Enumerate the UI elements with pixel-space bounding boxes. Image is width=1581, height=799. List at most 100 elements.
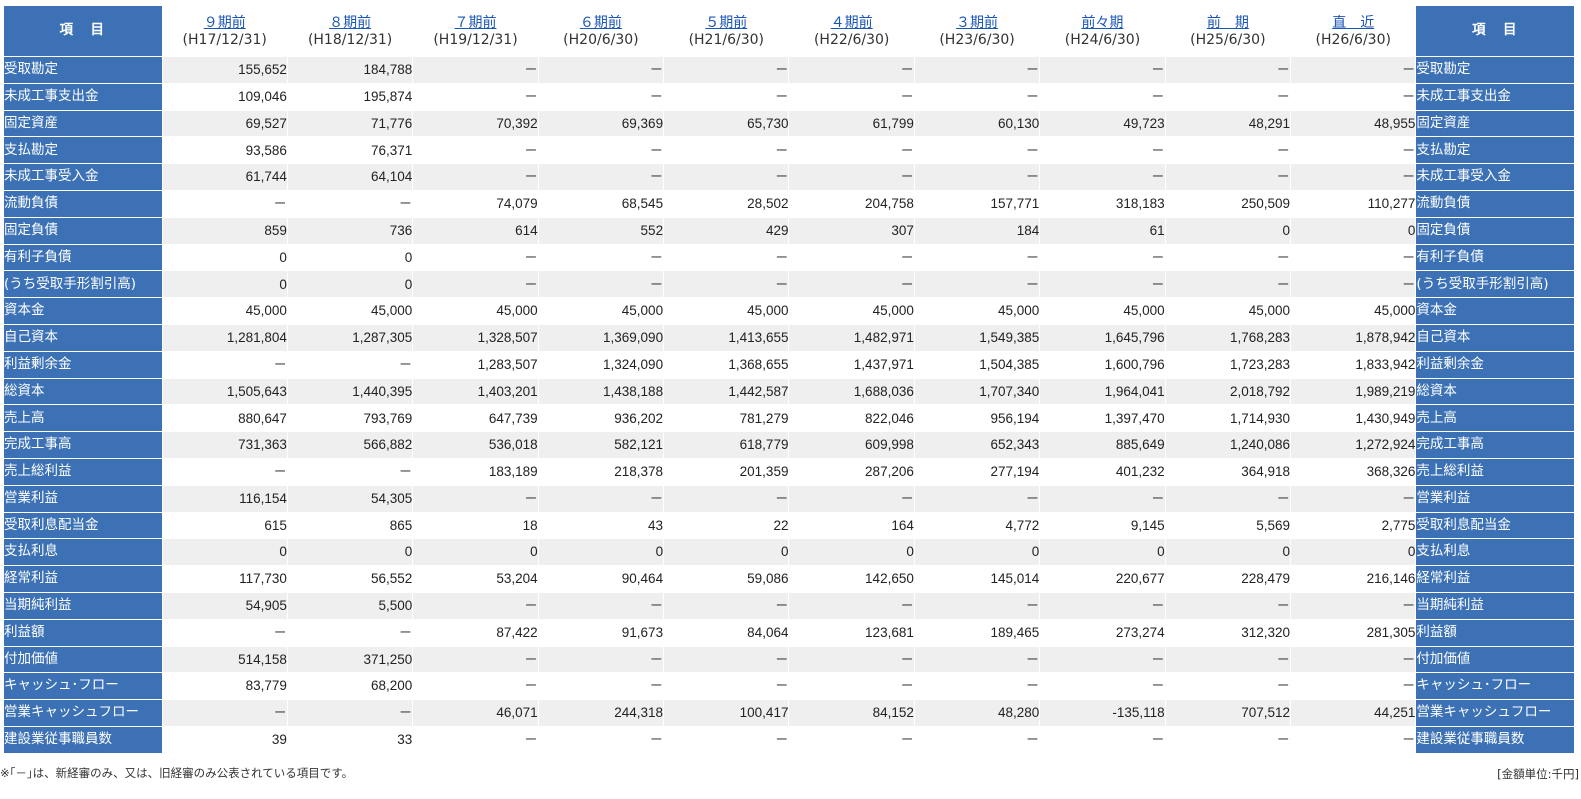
period-link[interactable]: ７期前 — [454, 14, 497, 31]
row-label-left: 完成工事高 — [3, 431, 163, 459]
row-label-left: 利益額 — [3, 618, 163, 647]
value-cell: － — [788, 672, 915, 701]
value-cell: － — [412, 591, 539, 620]
value-cell: 189,465 — [913, 618, 1041, 647]
value-cell: － — [412, 725, 539, 754]
value-cell: 201,359 — [663, 457, 790, 486]
value-cell: 936,202 — [537, 404, 665, 433]
value-cell: 885,649 — [1039, 431, 1166, 459]
period-link[interactable]: ３期前 — [956, 14, 999, 31]
value-cell: 71,776 — [286, 109, 414, 138]
value-cell: 4,772 — [913, 511, 1041, 540]
row-label-left: 売上総利益 — [3, 457, 163, 486]
period-link[interactable]: 直 近 — [1332, 14, 1375, 31]
value-cell: 22 — [663, 511, 790, 540]
value-cell: － — [161, 189, 288, 218]
row-label-left: 固定資産 — [3, 109, 163, 138]
value-cell: － — [1164, 56, 1292, 84]
value-cell: － — [663, 672, 790, 701]
value-cell: 707,512 — [1164, 699, 1292, 727]
value-cell: 1,989,219 — [1290, 377, 1417, 406]
table-row: 固定資産 69,527 71,776 70,392 69,369 65,730 61,799… — [3, 109, 1575, 138]
value-cell: 1,549,385 — [913, 323, 1041, 352]
value-cell: － — [412, 484, 539, 513]
value-cell: － — [913, 243, 1041, 272]
value-cell: 1,437,971 — [788, 350, 915, 379]
value-cell: 183,189 — [412, 457, 539, 486]
period-link[interactable]: ９期前 — [203, 14, 246, 31]
table-row: 受取利息配当金 615 865 18 43 22 164 4,772 9,145 5,569 2,7… — [3, 511, 1575, 540]
period-link[interactable]: ４期前 — [830, 14, 873, 31]
table-row: 付加価値 514,158 371,250 －－－－－－－－付加価値 — [3, 645, 1575, 674]
value-cell: － — [1039, 591, 1166, 620]
row-label-right: 流動負債 — [1415, 189, 1575, 218]
value-cell: － — [286, 618, 414, 647]
value-cell: － — [913, 672, 1041, 701]
value-cell: 44,251 — [1290, 699, 1417, 727]
value-cell: 312,320 — [1164, 618, 1292, 647]
value-cell: 69,527 — [161, 109, 288, 138]
value-cell: － — [286, 457, 414, 486]
value-cell: － — [913, 163, 1041, 191]
value-cell: 2,018,792 — [1164, 377, 1292, 406]
value-cell: － — [1290, 163, 1417, 191]
period-link[interactable]: ８期前 — [329, 14, 372, 31]
table-row: 売上総利益－－ 183,189 218,378 201,359 287,206 277,1… — [3, 457, 1575, 486]
period-date: (H20/6/30) — [563, 31, 639, 48]
period-header: 前々期 (H24/6/30) — [1039, 5, 1166, 57]
period-date: (H24/6/30) — [1064, 31, 1141, 48]
value-cell: 1,287,305 — [286, 323, 414, 352]
value-cell: 142,650 — [788, 565, 915, 593]
value-cell: － — [161, 350, 288, 379]
value-cell: 1,281,804 — [161, 323, 288, 352]
value-cell: 615 — [161, 511, 288, 540]
value-cell: － — [1290, 672, 1417, 701]
period-link[interactable]: 前々期 — [1081, 14, 1124, 31]
value-cell: 1,505,643 — [161, 377, 288, 406]
financial-table: 項 目 ９期前 (H17/12/31) ８期前 (H18/12/31) ７期前 (H19/1… — [3, 5, 1575, 754]
period-link[interactable]: ５期前 — [705, 14, 748, 31]
value-cell: 216,146 — [1290, 565, 1417, 593]
value-cell: － — [1039, 270, 1166, 299]
value-cell: － — [788, 136, 915, 165]
period-link[interactable]: 前 期 — [1206, 14, 1249, 31]
value-cell: 1,688,036 — [788, 377, 915, 406]
value-cell: 0 — [412, 538, 539, 567]
value-cell: 1,878,942 — [1290, 323, 1417, 352]
value-cell: － — [1290, 645, 1417, 674]
period-link[interactable]: ６期前 — [579, 14, 622, 31]
value-cell: 647,739 — [412, 404, 539, 433]
value-cell: 1,504,385 — [913, 350, 1041, 379]
value-cell: 618,779 — [663, 431, 790, 459]
value-cell: 84,152 — [788, 699, 915, 727]
value-cell: 117,730 — [161, 565, 288, 593]
value-cell: － — [412, 56, 539, 84]
value-cell: 368,326 — [1290, 457, 1417, 486]
value-cell: 68,200 — [286, 672, 414, 701]
value-cell: － — [537, 645, 665, 674]
value-cell: 1,283,507 — [412, 350, 539, 379]
value-cell: 0 — [537, 538, 665, 567]
value-cell: 45,000 — [1290, 297, 1417, 325]
value-cell: 64,104 — [286, 163, 414, 191]
row-label-left: 未成工事支出金 — [3, 82, 163, 111]
value-cell: 1,272,924 — [1290, 431, 1417, 459]
value-cell: － — [1164, 243, 1292, 272]
value-cell: 84,064 — [663, 618, 790, 647]
value-cell: 0 — [1039, 538, 1166, 567]
value-cell: － — [286, 350, 414, 379]
value-cell: 793,769 — [286, 404, 414, 433]
value-cell: 28,502 — [663, 189, 790, 218]
value-cell: 184 — [913, 216, 1041, 245]
value-cell: － — [1290, 56, 1417, 84]
row-label-left: 当期純利益 — [3, 591, 163, 620]
value-cell: － — [537, 163, 665, 191]
table-row: 当期純利益 54,905 5,500 －－－－－－－－当期純利益 — [3, 591, 1575, 620]
value-cell: 56,552 — [286, 565, 414, 593]
header-label-right: 項 目 — [1415, 5, 1575, 57]
value-cell: 0 — [286, 538, 414, 567]
value-cell: － — [537, 136, 665, 165]
value-cell: 109,046 — [161, 82, 288, 111]
value-cell: 45,000 — [161, 297, 288, 325]
value-cell: 48,955 — [1290, 109, 1417, 138]
